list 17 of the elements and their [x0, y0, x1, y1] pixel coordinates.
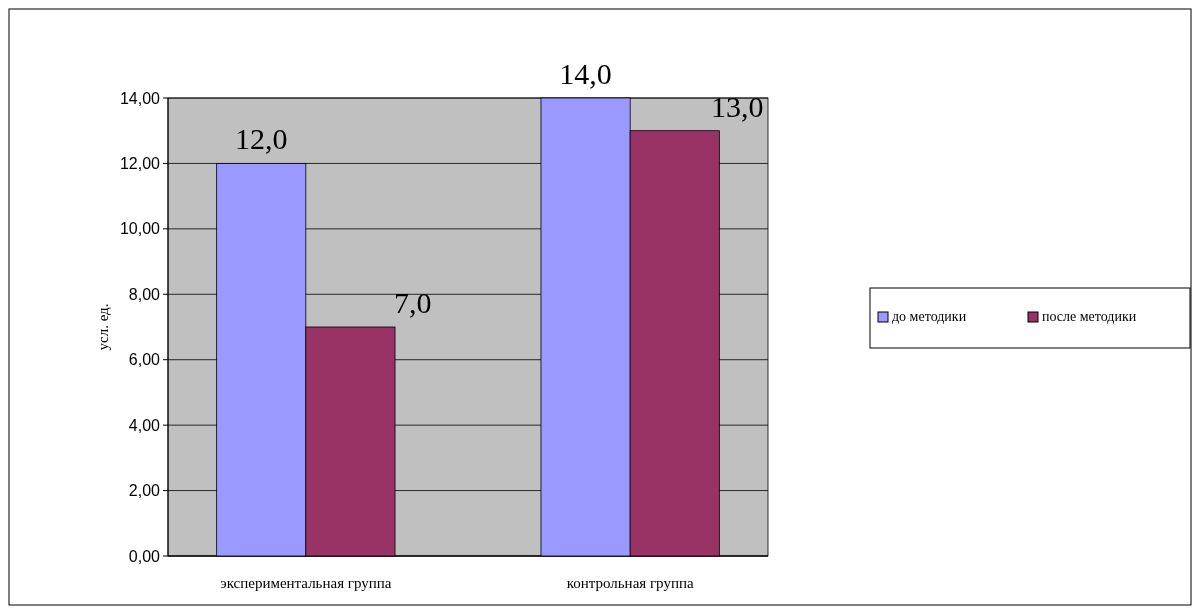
legend-label: после методики [1042, 309, 1137, 324]
data-label: 7,0 [394, 286, 432, 319]
legend-label: до методики [892, 309, 967, 324]
data-label: 14,0 [559, 57, 612, 90]
y-axis-title: усл. ед. [95, 303, 111, 351]
y-tick-label: 14,00 [119, 89, 161, 107]
x-tick-label: контрольная группа [566, 575, 694, 591]
data-label: 12,0 [234, 122, 288, 156]
x-tick-label: экспериментальная группа [220, 575, 392, 591]
y-tick-label: 0,00 [128, 547, 161, 565]
y-tick-label: 12,00 [119, 155, 161, 173]
data-label: 13,0 [710, 89, 764, 123]
y-tick-label: 10,00 [119, 220, 161, 238]
y-tick-label: 2,00 [128, 482, 161, 500]
y-tick-label: 4,00 [128, 416, 161, 434]
y-tick-label: 8,00 [128, 285, 161, 303]
y-tick-label: 6,00 [128, 351, 161, 369]
